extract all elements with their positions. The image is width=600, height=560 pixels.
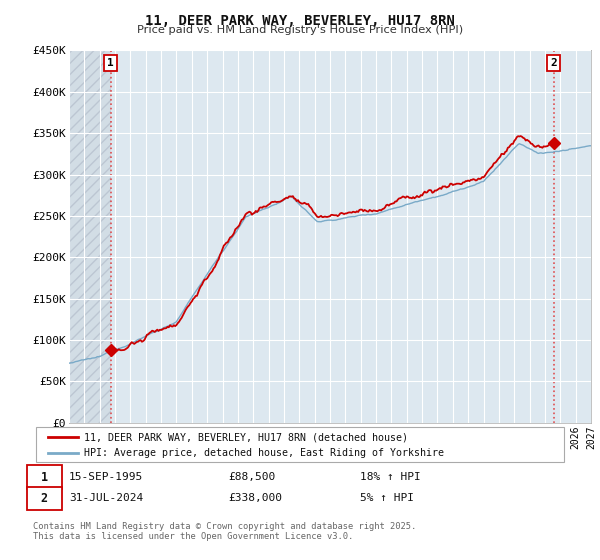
Text: Contains HM Land Registry data © Crown copyright and database right 2025.
This d: Contains HM Land Registry data © Crown c… <box>33 522 416 542</box>
Text: 5% ↑ HPI: 5% ↑ HPI <box>360 493 414 503</box>
Text: £88,500: £88,500 <box>228 472 275 482</box>
Text: 1: 1 <box>41 470 48 484</box>
Text: HPI: Average price, detached house, East Riding of Yorkshire: HPI: Average price, detached house, East… <box>84 449 444 458</box>
Text: £338,000: £338,000 <box>228 493 282 503</box>
Text: 15-SEP-1995: 15-SEP-1995 <box>69 472 143 482</box>
Text: 11, DEER PARK WAY, BEVERLEY, HU17 8RN (detached house): 11, DEER PARK WAY, BEVERLEY, HU17 8RN (d… <box>84 432 408 442</box>
Text: Price paid vs. HM Land Registry's House Price Index (HPI): Price paid vs. HM Land Registry's House … <box>137 25 463 35</box>
Text: 2: 2 <box>41 492 48 505</box>
Text: 1: 1 <box>107 58 114 68</box>
Text: 2: 2 <box>550 58 557 68</box>
Text: 31-JUL-2024: 31-JUL-2024 <box>69 493 143 503</box>
Text: 18% ↑ HPI: 18% ↑ HPI <box>360 472 421 482</box>
Text: 11, DEER PARK WAY, BEVERLEY, HU17 8RN: 11, DEER PARK WAY, BEVERLEY, HU17 8RN <box>145 14 455 28</box>
Bar <box>69 50 110 423</box>
